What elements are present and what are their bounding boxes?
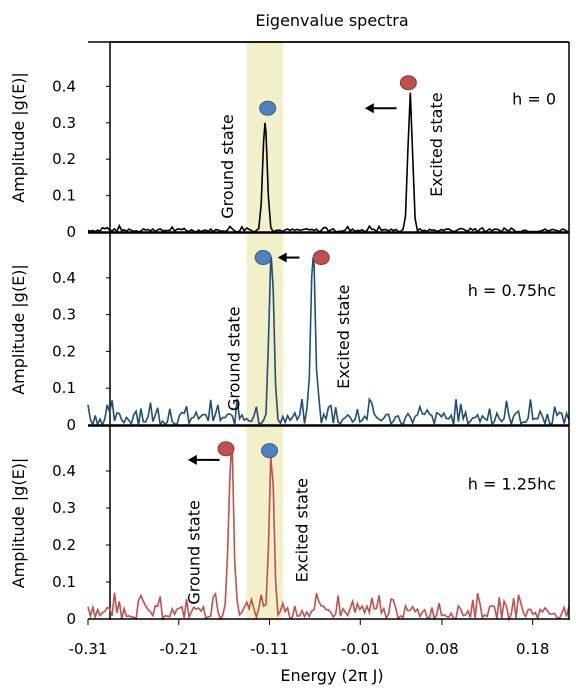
excited-state-label: Excited state: [292, 478, 311, 582]
blue-state-marker: [254, 250, 272, 266]
y-tick-label: 0.1: [52, 187, 76, 205]
panel-1: 0 0.1 0.2 0.3 0.4 Amplitude |g(E)| Ground stat…: [9, 41, 570, 241]
shift-arrowhead: [187, 454, 197, 465]
y-axis-label: Amplitude |g(E)|: [9, 264, 28, 395]
x-tick-label: -0.11: [250, 640, 289, 658]
shift-arrowhead: [277, 252, 287, 263]
highlight-band: [246, 42, 284, 620]
red-state-marker: [217, 441, 235, 457]
y-tick-label: 0.1: [52, 573, 76, 591]
field-label: h = 1.25hc: [468, 475, 556, 494]
panel-2: 0 0.1 0.2 0.3 0.4 Amplitude |g(E)| Ground stat…: [9, 232, 570, 434]
series-line: [87, 447, 570, 622]
y-tick-label: 0.4: [52, 269, 76, 287]
y-tick-label: 0.3: [52, 499, 76, 517]
x-axis-label: Energy (2π J): [280, 666, 383, 685]
red-state-marker: [312, 250, 330, 266]
y-tick-label: 0.4: [52, 77, 76, 95]
x-tick-label: -0.01: [341, 640, 380, 658]
panel-3: 0 0.1 0.2 0.3 0.4 Amplitude |g(E)| Ground stat…: [9, 425, 570, 628]
excited-state-label: Excited state: [427, 92, 446, 196]
series-line: [87, 255, 570, 428]
x-tick-label: -0.21: [159, 640, 198, 658]
y-tick-label: 0.2: [52, 150, 76, 168]
blue-state-marker: [259, 100, 277, 116]
y-axis-label: Amplitude |g(E)|: [9, 72, 28, 203]
y-tick-label: 0: [66, 416, 76, 434]
ground-state-label: Ground state: [218, 114, 237, 218]
series-line: [87, 92, 570, 234]
chart-title: Eigenvalue spectra: [255, 11, 408, 30]
field-label: h = 0: [512, 90, 556, 109]
field-label: h = 0.75hc: [468, 281, 556, 300]
y-tick-label: 0.2: [52, 342, 76, 360]
ground-state-label: Ground state: [224, 307, 243, 411]
excited-state-label: Excited state: [334, 284, 353, 388]
x-tick-label: -0.31: [69, 640, 108, 658]
ground-state-label: Ground state: [184, 500, 203, 604]
blue-state-marker: [261, 443, 279, 459]
y-tick-label: 0.1: [52, 379, 76, 397]
plot-layer: 0 0.1 0.2 0.3 0.4 Amplitude |g(E)| Ground stat…: [9, 41, 570, 658]
y-tick-label: 0.2: [52, 536, 76, 554]
y-tick-label: 0.4: [52, 462, 76, 480]
y-tick-label: 0: [66, 610, 76, 628]
y-tick-label: 0.3: [52, 306, 76, 324]
x-tick-label: 0.18: [516, 640, 549, 658]
x-tick-label: 0.08: [425, 640, 458, 658]
y-tick-label: 0.3: [52, 114, 76, 132]
y-tick-label: 0: [66, 223, 76, 241]
shift-arrowhead: [364, 103, 374, 114]
red-state-marker: [399, 75, 417, 91]
y-axis-label: Amplitude |g(E)|: [9, 458, 28, 589]
